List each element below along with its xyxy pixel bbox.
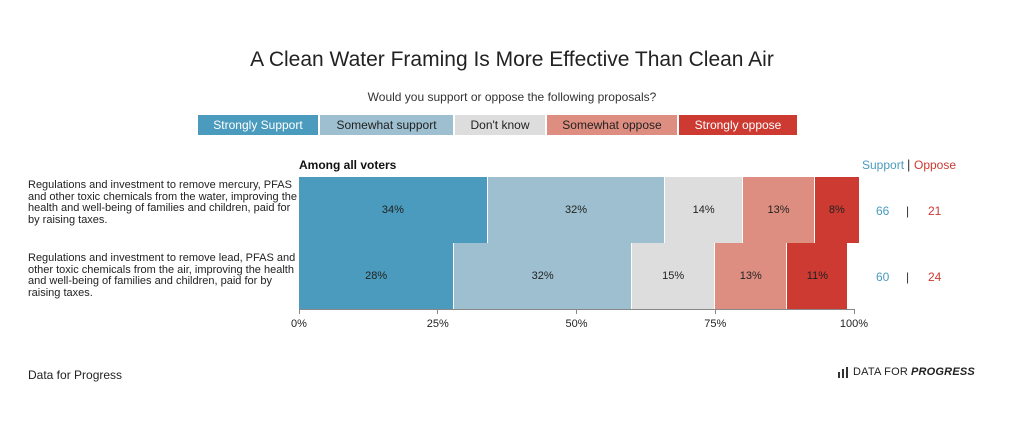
data-label: 13%: [739, 270, 762, 282]
brand-prefix: DATA FOR: [853, 366, 908, 378]
source-credit: Data for Progress: [28, 368, 123, 382]
row-label-0: Regulations and investment to remove mer…: [28, 179, 298, 226]
data-label: 32%: [531, 270, 554, 282]
legend: Strongly Support Somewhat support Don't kn…: [198, 115, 799, 135]
net-oppose-1: 24: [928, 270, 942, 284]
bar-segment-1-4: 11%: [787, 243, 849, 309]
x-tick-label-0: 0%: [291, 318, 307, 330]
legend-item-4: Strongly oppose: [679, 115, 797, 135]
brand-emphasis: PROGRESS: [910, 366, 975, 378]
bar-segment-0-1: 32%: [487, 177, 666, 243]
legend-item-1: Somewhat support: [320, 115, 453, 135]
net-support-header: Support: [862, 158, 905, 172]
data-label: 14%: [692, 204, 715, 216]
x-tick-label-4: 100%: [839, 318, 869, 330]
bar-segment-1-1: 32%: [454, 243, 632, 309]
net-separator-1: |: [906, 270, 910, 284]
bar-segment-0-3: 13%: [742, 177, 816, 243]
brand-logo: DATA FOR PROGRESS: [838, 366, 975, 378]
net-support-0: 66: [876, 204, 890, 218]
data-label: 8%: [828, 204, 845, 216]
legend-item-3: Somewhat oppose: [547, 115, 677, 135]
bar-chart-icon: [838, 366, 848, 378]
bar-segment-0-0: 34%: [299, 177, 488, 243]
data-label: 11%: [806, 270, 828, 282]
net-separator-0: |: [906, 204, 910, 218]
data-label: 13%: [767, 204, 790, 216]
bar-segment-0-2: 14%: [665, 177, 743, 243]
bar-segment-1-2: 15%: [631, 243, 716, 309]
data-label: 15%: [662, 270, 685, 282]
chart-title: A Clean Water Framing Is More Effective …: [250, 48, 774, 71]
legend-item-0: Strongly Support: [198, 115, 318, 135]
x-tick-label-2: 50%: [565, 318, 588, 330]
bar-row-1: 28% 32% 15% 13% 11%: [299, 243, 849, 309]
chart-subtitle: Would you support or oppose the followin…: [367, 90, 657, 104]
row-label-1: Regulations and investment to remove lea…: [28, 252, 296, 299]
bar-segment-1-3: 13%: [715, 243, 788, 309]
net-header-separator: |: [907, 157, 911, 172]
x-tick-1: [437, 309, 439, 314]
x-tick-0: [298, 309, 300, 314]
x-tick-2: [576, 309, 577, 314]
section-label: Among all voters: [299, 158, 397, 172]
x-tick-label-3: 75%: [704, 318, 727, 330]
bar-segment-0-4: 8%: [815, 177, 860, 243]
net-oppose-0: 21: [928, 204, 942, 218]
bar-row-0: 34% 32% 14% 13% 8%: [299, 177, 860, 243]
net-oppose-header: Oppose: [914, 158, 957, 172]
data-label: 32%: [564, 204, 587, 216]
legend-item-2: Don't know: [455, 115, 545, 135]
x-tick-3: [714, 309, 716, 314]
data-label: 28%: [365, 270, 388, 282]
bar-segment-1-0: 28%: [299, 243, 455, 309]
data-label: 34%: [381, 204, 404, 216]
net-support-1: 60: [876, 270, 890, 284]
x-tick-label-1: 25%: [426, 318, 449, 330]
x-tick-4: [853, 309, 855, 314]
